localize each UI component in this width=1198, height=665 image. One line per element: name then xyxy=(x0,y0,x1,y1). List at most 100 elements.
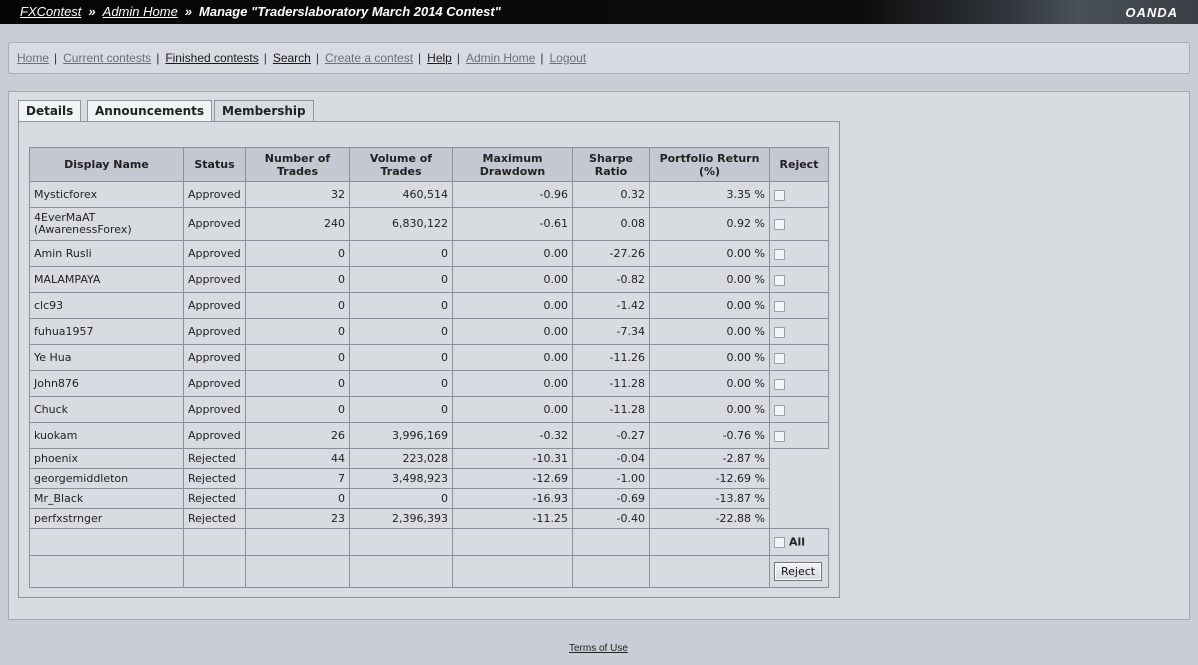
cell-reject xyxy=(769,318,829,345)
reject-checkbox[interactable] xyxy=(774,300,785,312)
cell-display-name: Chuck xyxy=(29,396,184,423)
cell-volume-of-trades: 0 xyxy=(349,292,453,319)
cell-display-name: Ye Hua xyxy=(29,344,184,371)
terms-of-use-link[interactable]: Terms of Use xyxy=(569,643,628,654)
nav-admin-home-link[interactable]: Admin Home xyxy=(465,51,536,65)
cell-volume-of-trades: 3,498,923 xyxy=(349,468,453,489)
select-all-label: All xyxy=(789,535,806,549)
col-header-portfolio-return[interactable]: Portfolio Return (%) xyxy=(649,147,770,182)
col-header-display-name[interactable]: Display Name xyxy=(29,147,184,182)
cell-sharpe-ratio: -11.28 xyxy=(572,370,650,397)
table-header-row: Display Name Status Number of Trades Vol… xyxy=(29,147,829,182)
cell-display-name: fuhua1957 xyxy=(29,318,184,345)
cell-portfolio-return: 0.00 % xyxy=(649,396,770,423)
tab-announcements[interactable]: Announcements xyxy=(87,100,213,122)
reject-button-row: Reject xyxy=(29,555,829,588)
col-header-sharpe-ratio[interactable]: Sharpe Ratio xyxy=(572,147,650,182)
col-header-volume-of-trades[interactable]: Volume of Trades xyxy=(349,147,453,182)
cell-sharpe-ratio: -7.34 xyxy=(572,318,650,345)
reject-checkbox[interactable] xyxy=(774,404,785,416)
cell-portfolio-return: 0.00 % xyxy=(649,344,770,371)
reject-checkbox[interactable] xyxy=(774,274,785,286)
reject-checkbox[interactable] xyxy=(774,430,785,442)
reject-checkbox[interactable] xyxy=(774,378,785,390)
cell-volume-of-trades: 0 xyxy=(349,488,453,509)
cell-reject-empty xyxy=(769,448,829,469)
nav-home-link[interactable]: Home xyxy=(17,51,50,65)
cell-portfolio-return: 3.35 % xyxy=(649,181,770,208)
nav-separator: | xyxy=(156,51,160,65)
table-row: georgemiddleton Rejected 7 3,498,923 -12.69-… xyxy=(29,468,829,489)
cell-maximum-drawdown: -0.32 xyxy=(452,422,573,449)
nav-current-contests-link[interactable]: Current contests xyxy=(63,51,152,65)
reject-button[interactable]: Reject xyxy=(774,562,823,581)
nav-help-link[interactable]: Help xyxy=(427,51,452,65)
cell-maximum-drawdown: 0.00 xyxy=(452,396,573,423)
cell-volume-of-trades: 3,996,169 xyxy=(349,422,453,449)
cell-maximum-drawdown: 0.00 xyxy=(452,344,573,371)
nav-search-link[interactable]: Search xyxy=(272,51,311,65)
cell-sharpe-ratio: -0.40 xyxy=(572,508,650,529)
cell-number-of-trades: 44 xyxy=(245,448,350,469)
table-row: kuokam Approved 26 3,996,169 -0.32 -0.27 -0.76… xyxy=(29,422,829,449)
nav-separator: | xyxy=(263,51,267,65)
cell-sharpe-ratio: -0.69 xyxy=(572,488,650,509)
table-row: Ye Hua Approved 0 0 0.00 -11.26 0.00 % xyxy=(29,344,829,371)
table-row: Chuck Approved 0 0 0.00 -11.28 0.00 % xyxy=(29,396,829,423)
nav-logout-link[interactable]: Logout xyxy=(549,51,587,65)
reject-checkbox[interactable] xyxy=(774,248,785,260)
cell-display-name: Amin Rusli xyxy=(29,240,184,267)
empty-cell xyxy=(349,555,453,588)
nav-create-contest-link[interactable]: Create a contest xyxy=(324,51,414,65)
reject-checkbox[interactable] xyxy=(774,326,785,338)
tab-details[interactable]: Details xyxy=(18,100,82,122)
empty-cell xyxy=(183,528,246,556)
cell-reject xyxy=(769,240,829,267)
cell-number-of-trades: 0 xyxy=(245,266,350,293)
col-header-maximum-drawdown[interactable]: Maximum Drawdown xyxy=(452,147,573,182)
cell-sharpe-ratio: -0.04 xyxy=(572,448,650,469)
select-all-checkbox[interactable] xyxy=(774,536,785,548)
nav-separator: | xyxy=(456,51,460,65)
cell-maximum-drawdown: 0.00 xyxy=(452,240,573,267)
breadcrumb: FXContest » Admin Home » Manage "Traderslabo… xyxy=(20,4,501,19)
cell-portfolio-return: -13.87 % xyxy=(649,488,770,509)
reject-checkbox[interactable] xyxy=(774,352,785,364)
cell-sharpe-ratio: 0.08 xyxy=(572,207,650,241)
cell-status: Approved xyxy=(183,207,246,241)
breadcrumb-fxcontest-link[interactable]: FXContest xyxy=(20,4,82,19)
cell-maximum-drawdown: 0.00 xyxy=(452,318,573,345)
reject-checkbox[interactable] xyxy=(774,218,785,230)
cell-number-of-trades: 0 xyxy=(245,318,350,345)
cell-reject xyxy=(769,207,829,241)
cell-select-all: All xyxy=(769,528,829,556)
cell-portfolio-return: -22.88 % xyxy=(649,508,770,529)
empty-cell xyxy=(183,555,246,588)
cell-volume-of-trades: 460,514 xyxy=(349,181,453,208)
cell-display-name: John876 xyxy=(29,370,184,397)
cell-sharpe-ratio: -0.82 xyxy=(572,266,650,293)
empty-cell xyxy=(649,555,770,588)
nav-separator: | xyxy=(315,51,319,65)
breadcrumb-admin-home-link[interactable]: Admin Home xyxy=(102,4,178,19)
table-row: John876 Approved 0 0 0.00 -11.28 0.00 % xyxy=(29,370,829,397)
nav-finished-contests-link[interactable]: Finished contests xyxy=(165,51,259,65)
cell-portfolio-return: -2.87 % xyxy=(649,448,770,469)
col-header-status[interactable]: Status xyxy=(183,147,246,182)
cell-volume-of-trades: 0 xyxy=(349,318,453,345)
cell-portfolio-return: -0.76 % xyxy=(649,422,770,449)
cell-sharpe-ratio: -1.00 xyxy=(572,468,650,489)
cell-number-of-trades: 0 xyxy=(245,396,350,423)
cell-sharpe-ratio: 0.32 xyxy=(572,181,650,208)
cell-volume-of-trades: 0 xyxy=(349,396,453,423)
reject-checkbox[interactable] xyxy=(774,189,785,201)
cell-volume-of-trades: 223,028 xyxy=(349,448,453,469)
cell-status: Rejected xyxy=(183,508,246,529)
cell-portfolio-return: 0.00 % xyxy=(649,318,770,345)
oanda-logo: OANDA xyxy=(1125,5,1178,20)
tab-membership[interactable]: Membership xyxy=(214,100,314,123)
cell-number-of-trades: 26 xyxy=(245,422,350,449)
cell-number-of-trades: 7 xyxy=(245,468,350,489)
col-header-number-of-trades[interactable]: Number of Trades xyxy=(245,147,350,182)
cell-reject xyxy=(769,370,829,397)
